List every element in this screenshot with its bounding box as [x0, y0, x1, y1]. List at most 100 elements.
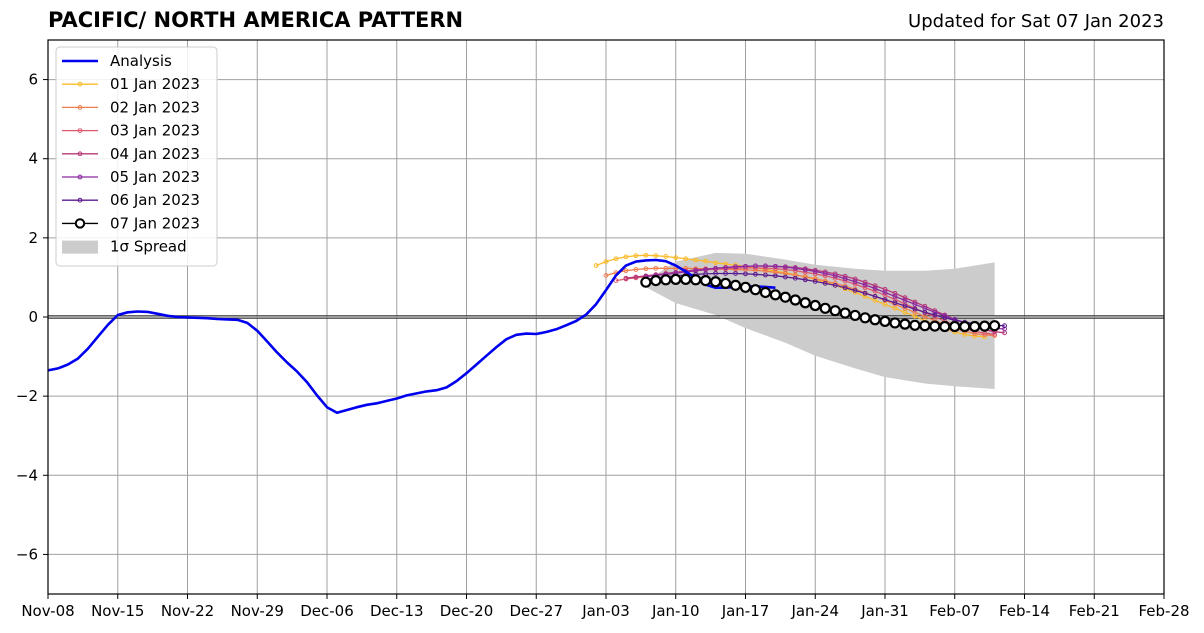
updated-date-label: Updated for Sat 07 Jan 2023 [908, 11, 1164, 32]
forecast-point [862, 279, 868, 285]
current-forecast-point [949, 320, 961, 333]
current-forecast-point [859, 312, 871, 324]
current-forecast-point [719, 277, 732, 289]
forecast-point [892, 290, 898, 296]
current-forecast-point [929, 320, 941, 332]
forecast-point [603, 273, 609, 278]
forecast-point [703, 267, 709, 272]
forecast-point [892, 297, 898, 302]
legend-swatch-marker [77, 197, 83, 203]
legend-swatch-marker [77, 105, 83, 110]
current-forecast-point [660, 274, 672, 286]
legend-swatch-marker [74, 218, 86, 229]
spread-band [645, 252, 995, 389]
forecast-point [812, 278, 818, 284]
legend-box [55, 46, 218, 267]
forecast-point [812, 276, 818, 282]
forecast-point [792, 265, 798, 271]
legend-swatch-marker [77, 81, 83, 87]
current-forecast-point [759, 286, 772, 299]
forecast-point [753, 263, 758, 269]
forecast-point [912, 301, 918, 307]
spread-band-group [645, 252, 995, 389]
forecast-point [882, 297, 888, 302]
forecast-point [763, 263, 768, 269]
forecast-point [772, 263, 778, 269]
forecast-point [862, 282, 868, 288]
forecast-point [673, 255, 679, 261]
legend-swatch-marker [77, 174, 83, 180]
forecast-point [633, 274, 639, 280]
forecast-point [932, 312, 938, 318]
forecast-point [743, 271, 748, 277]
current-forecast-point [769, 289, 781, 301]
x-tick-label: Dec-27 [509, 602, 563, 620]
x-tick-label: Jan-24 [790, 602, 839, 620]
current-forecast-point [799, 297, 811, 309]
forecast-point [683, 256, 689, 262]
current-forecast-point [829, 305, 841, 317]
forecast-point [643, 252, 649, 258]
current-forecast-point [979, 320, 991, 332]
y-tick-label: 6 [28, 71, 38, 89]
forecast-point [872, 294, 878, 299]
x-tick-label: Feb-07 [929, 602, 980, 620]
forecast-point [812, 269, 818, 274]
forecast-point [733, 271, 738, 276]
y-tick-label: 4 [28, 150, 38, 168]
forecast-point [703, 258, 709, 264]
forecast-point [663, 254, 669, 259]
x-tick-label: Feb-28 [1138, 602, 1189, 620]
x-tick-label: Jan-31 [860, 602, 909, 620]
forecast-point [802, 267, 808, 273]
current-forecast-point [819, 302, 831, 314]
forecast-point [613, 256, 619, 262]
current-forecast-point [739, 281, 752, 293]
forecast-point [663, 265, 669, 271]
forecast-point [962, 332, 968, 337]
current-forecast-point [640, 276, 652, 288]
legend-swatch-spread [62, 240, 98, 254]
current-forecast-point [989, 320, 1001, 332]
legend-label: 07 Jan 2023 [110, 214, 200, 232]
y-tick-label: −6 [16, 545, 38, 563]
series-group [47, 252, 1007, 415]
forecast-point [842, 285, 848, 291]
forecast-point [902, 295, 908, 301]
forecast-point [633, 253, 639, 259]
forecast-point [792, 275, 798, 281]
forecast-point [882, 292, 888, 298]
forecast-point [862, 290, 868, 296]
forecast-point [882, 286, 888, 292]
y-tick-label: 0 [28, 308, 38, 326]
forecast-point [792, 272, 798, 278]
legend-label: 02 Jan 2023 [110, 98, 200, 116]
current-forecast-point [670, 273, 682, 286]
forecast-point [603, 259, 609, 265]
analysis-line [47, 258, 776, 415]
forecast-line [645, 272, 1005, 327]
forecast-point [822, 280, 828, 286]
legend-swatch-marker [77, 128, 83, 134]
current-forecast-point [839, 307, 851, 319]
forecast-point [832, 282, 838, 288]
current-forecast-point [879, 315, 891, 327]
chart-title: PACIFIC/ NORTH AMERICA PATTERN [48, 8, 464, 32]
legend-label: 03 Jan 2023 [110, 122, 200, 140]
forecast-point [723, 271, 728, 276]
forecast-point [852, 279, 858, 285]
y-tick-label: −2 [16, 387, 38, 405]
legend-label: Analysis [110, 52, 172, 70]
y-tick-label: −4 [16, 466, 38, 484]
forecast-point [713, 271, 719, 276]
forecast-point [723, 265, 728, 270]
legend: Analysis 01 Jan 2023 02 Jan 2023 03 Jan 202… [55, 46, 218, 267]
forecast-point [693, 257, 699, 263]
forecast-point [613, 278, 619, 283]
legend-label: 1σ Spread [110, 238, 187, 256]
x-tick-label: Nov-08 [21, 602, 74, 620]
x-tick-label: Dec-20 [440, 602, 494, 620]
forecast-point [633, 267, 639, 272]
forecast-point [892, 300, 898, 306]
forecast-point [902, 297, 908, 303]
